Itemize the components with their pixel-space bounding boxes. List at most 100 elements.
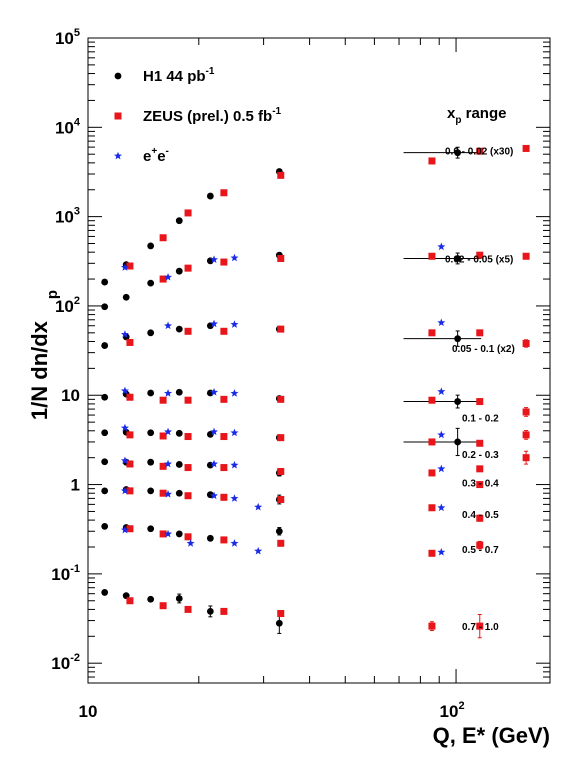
zeus-point xyxy=(476,398,484,406)
zeus-point xyxy=(428,469,436,477)
h1-point xyxy=(147,595,155,603)
zeus-point xyxy=(277,434,285,442)
h1-point xyxy=(175,388,183,396)
ee-point xyxy=(210,319,219,328)
h1-point xyxy=(275,527,283,535)
ee-point xyxy=(254,502,263,511)
ee-point xyxy=(210,427,219,436)
legend-label-ee: e+e- xyxy=(143,146,169,165)
axis-ticks xyxy=(87,37,550,684)
h1-point xyxy=(454,438,462,446)
h1-point xyxy=(175,530,183,538)
ee-point xyxy=(437,242,446,251)
zeus-point xyxy=(220,395,228,403)
ee-point xyxy=(210,491,219,500)
ee-point xyxy=(230,460,239,469)
y-tick-exp: -1 xyxy=(70,563,80,575)
zeus-point xyxy=(476,147,484,155)
zeus-point xyxy=(522,408,530,416)
ee-point xyxy=(120,456,129,465)
y-tick-base: 1 xyxy=(71,476,80,495)
zeus-point xyxy=(184,533,192,541)
zeus-point xyxy=(428,622,436,630)
h1-point xyxy=(101,589,109,596)
ee-point xyxy=(186,539,195,547)
zeus-point xyxy=(476,465,484,473)
zeus-point xyxy=(277,496,285,504)
y-tick-exp: 2 xyxy=(74,295,80,307)
range-title-main: x xyxy=(447,105,456,122)
range-title-rest: range xyxy=(461,105,506,122)
legend-marker-h1 xyxy=(114,72,122,80)
legend-label-text: e xyxy=(143,148,151,165)
ee-point xyxy=(164,427,173,436)
h1-point xyxy=(275,619,283,627)
zeus-point xyxy=(277,254,285,262)
y-tick-base: 10 xyxy=(55,118,74,137)
y-tick-exp: 3 xyxy=(74,206,80,218)
zeus-point xyxy=(428,396,436,404)
y-tick-base: 10 xyxy=(55,29,74,48)
ee-point xyxy=(164,272,173,281)
legend-label-zeus: ZEUS (prel.) 0.5 fb-1 xyxy=(143,106,282,125)
ee-point xyxy=(164,459,173,468)
ee-point xyxy=(437,503,446,512)
zeus-point xyxy=(126,431,134,439)
zeus-point xyxy=(126,338,134,346)
zeus-point xyxy=(184,433,192,441)
range-title-sub: p xyxy=(455,115,461,126)
zeus-point xyxy=(126,262,134,270)
zeus-point xyxy=(159,462,167,470)
zeus-point xyxy=(126,525,134,533)
y-tick-label: 105 xyxy=(55,27,80,48)
y-axis-title: 1/N dn/dxp xyxy=(27,290,61,420)
y-tick-label: 104 xyxy=(55,116,81,137)
legend-label-sup: + xyxy=(151,146,157,157)
h1-point xyxy=(101,523,109,530)
h1-point xyxy=(147,525,155,533)
zeus-point xyxy=(476,251,484,259)
h1-point xyxy=(101,393,109,401)
x-tick-label: 102 xyxy=(440,700,465,721)
ee-point xyxy=(120,525,129,534)
zeus-point xyxy=(220,536,228,544)
range-label: 0.5 - 0.7 xyxy=(462,545,499,556)
ee-point xyxy=(164,321,173,330)
h1-point xyxy=(175,325,183,333)
h1-point xyxy=(147,487,155,495)
zeus-point xyxy=(159,396,167,404)
x-tick-exp: 2 xyxy=(458,700,464,712)
zeus-point xyxy=(277,171,285,179)
x-tick-base: 10 xyxy=(440,702,459,721)
ee-point xyxy=(437,547,446,556)
x-axis-title: Q, E* (GeV) xyxy=(433,723,550,748)
y-tick-exp: -2 xyxy=(70,652,80,664)
h1-point xyxy=(175,461,183,468)
h1-point xyxy=(101,458,109,466)
range-labels: xp range 0.0 - 0.02 (x30) 0.02 - 0.05 (x5)… xyxy=(445,105,515,633)
legend-label-text2: e xyxy=(157,148,165,165)
h1-point xyxy=(454,149,462,157)
zeus-point xyxy=(476,514,484,522)
ee-point xyxy=(120,486,129,495)
legend-label-sup: -1 xyxy=(206,66,215,77)
y-tick-label: 10-1 xyxy=(51,563,80,584)
zeus-point xyxy=(220,327,228,335)
ee-point xyxy=(210,255,219,264)
y-tick-label: 103 xyxy=(55,206,80,227)
x-tick-label: 10 xyxy=(79,702,98,721)
h1-point xyxy=(122,293,130,301)
h1-point xyxy=(147,429,155,437)
zeus-point xyxy=(476,329,484,337)
zeus-point xyxy=(522,431,530,439)
range-label: 0.05 - 0.1 (x2) xyxy=(452,344,515,355)
x-tick-base: 10 xyxy=(79,702,98,721)
ee-point xyxy=(210,459,219,468)
ee-point xyxy=(164,529,173,538)
zeus-point xyxy=(277,610,285,618)
ee-point xyxy=(230,539,239,547)
ee-point xyxy=(230,320,239,328)
